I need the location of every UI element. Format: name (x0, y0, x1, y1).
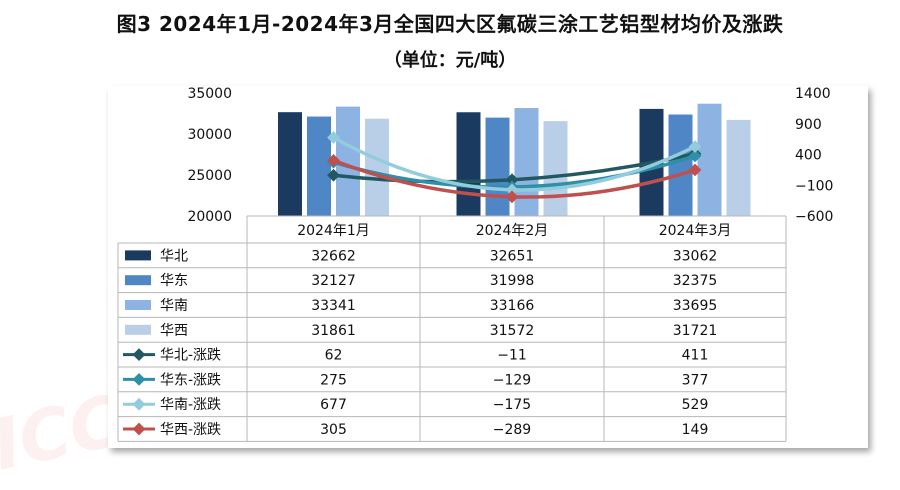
line-point-marker (327, 168, 340, 182)
table-cell-value: 31721 (673, 323, 718, 339)
chart-title: 图3 2024年1月-2024年3月全国四大区氟碳三涂工艺铝型材均价及涨跌 (116, 12, 784, 36)
bar (456, 112, 481, 216)
table-cell-value: −129 (493, 372, 531, 388)
table-cell-value: 149 (682, 422, 709, 438)
series-name: 华北 (160, 248, 188, 264)
table-cell-value: 33166 (490, 298, 535, 314)
table-cell-value: 33341 (311, 298, 356, 314)
table-cell-value: 31572 (490, 323, 535, 339)
table-cell-value: −289 (493, 422, 531, 438)
series-name: 华东-涨跌 (160, 372, 221, 388)
y-left-tick-label: 25000 (187, 168, 232, 184)
bar (726, 119, 751, 216)
table-cell-value: −175 (493, 397, 531, 413)
table-cell-value: 377 (682, 372, 709, 388)
bar (514, 108, 539, 216)
bar (543, 121, 568, 216)
table-cell-value: 33062 (673, 248, 718, 264)
table-cell-value: 677 (320, 397, 347, 413)
legend-key-marker (132, 397, 146, 411)
table-cell-value: 31998 (490, 273, 535, 289)
series-name: 华南 (160, 298, 188, 314)
table-cell-value: 32651 (490, 248, 535, 264)
table-cell-value: 411 (682, 348, 709, 364)
table-cell-value: 32127 (311, 273, 356, 289)
category-label: 2024年3月 (659, 223, 732, 239)
bar (307, 116, 331, 216)
legend-key-marker (132, 373, 146, 386)
series-name: 华西-涨跌 (160, 422, 221, 438)
bar (485, 117, 510, 216)
line-point-marker (327, 153, 340, 167)
legend-key-marker (132, 422, 146, 436)
table-cell-value: 32375 (673, 273, 718, 289)
legend-key-bar (125, 324, 151, 335)
legend-key-bar (125, 250, 151, 261)
legend-key-marker (132, 348, 146, 361)
table-cell-value: 32662 (311, 248, 356, 264)
table-cell-value: 275 (320, 372, 347, 388)
table-cell-value: −11 (497, 348, 527, 364)
bar (365, 118, 389, 216)
bar (668, 114, 693, 216)
table-cell-value: 33695 (673, 298, 718, 314)
legend-key-bar (125, 300, 151, 310)
y-right-tick-label: −600 (795, 209, 833, 225)
y-right-tick-label: 400 (795, 148, 822, 164)
y-right-tick-label: 900 (795, 117, 822, 133)
chart-svg: 20000 25000 30000 35000 −600 −100 400 900 1400 20… (117, 86, 833, 442)
y-right-tick-label: 1400 (795, 86, 831, 102)
y-left-tick-label: 35000 (187, 86, 232, 102)
series-name: 华北-涨跌 (160, 348, 221, 364)
series-name: 华南-涨跌 (160, 397, 221, 413)
category-label: 2024年1月 (297, 223, 370, 239)
bar (278, 112, 302, 216)
category-label: 2024年2月 (476, 223, 549, 239)
y-left-tick-label: 20000 (187, 209, 232, 225)
legend-key-bar (125, 275, 151, 286)
table-cell-value: 305 (320, 422, 347, 438)
bar (697, 103, 722, 216)
table-cell-value: 529 (682, 397, 709, 413)
series-name: 华西 (160, 323, 188, 339)
chart-subtitle: （单位：元/吨） (383, 50, 517, 71)
series-name: 华东 (160, 273, 188, 289)
table-cell-value: 31861 (311, 323, 356, 339)
y-left-tick-label: 30000 (187, 127, 232, 143)
table-cell-value: 62 (325, 348, 343, 364)
line-point-marker (327, 131, 340, 144)
y-right-tick-label: −100 (795, 178, 833, 194)
